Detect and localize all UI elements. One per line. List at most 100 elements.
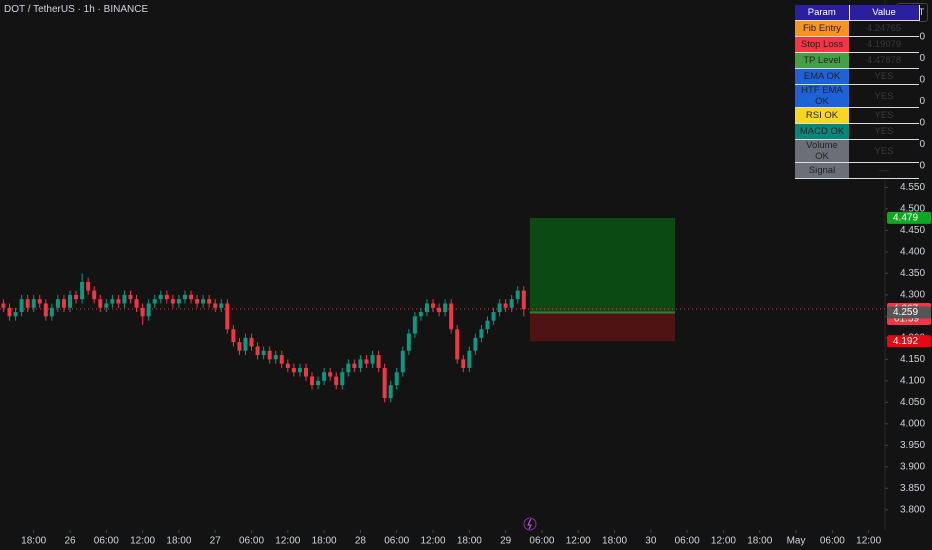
candle-body bbox=[249, 337, 254, 347]
table-cell: YES bbox=[849, 139, 919, 163]
candle-body bbox=[412, 316, 417, 334]
x-tick-label: 12:00 bbox=[421, 536, 446, 547]
stop-loss-zone bbox=[529, 312, 676, 342]
candle-body bbox=[437, 307, 442, 313]
candle-body bbox=[134, 299, 139, 308]
y-tick-label: 3.800 bbox=[900, 504, 925, 515]
candle-body bbox=[146, 303, 151, 317]
candle-body bbox=[74, 294, 79, 300]
candle-body bbox=[279, 355, 284, 364]
y-tick-label: 3.950 bbox=[900, 440, 925, 451]
table-cell: YES bbox=[849, 123, 919, 140]
candle-body bbox=[406, 333, 411, 351]
table-cell: 4.24765 bbox=[849, 20, 919, 37]
candle-body bbox=[431, 303, 436, 308]
candle-body bbox=[243, 337, 248, 351]
candle-body bbox=[213, 303, 218, 308]
table-cell: 4.47878 bbox=[849, 52, 919, 69]
candle-body bbox=[273, 355, 278, 360]
candle-body bbox=[182, 294, 187, 300]
table-cell: EMA OK bbox=[795, 68, 849, 85]
candle-body bbox=[297, 367, 302, 373]
price-tag-label: 4.192 bbox=[893, 336, 918, 347]
candle-body bbox=[170, 299, 175, 304]
y-tick-label: 4.150 bbox=[900, 354, 925, 365]
table-cell: MACD OK bbox=[795, 123, 849, 140]
x-tick-label: 06:00 bbox=[94, 536, 119, 547]
y-tick-label: 4.000 bbox=[900, 418, 925, 429]
candle-body bbox=[140, 307, 145, 317]
table-cell: YES bbox=[849, 107, 919, 124]
candle-body bbox=[509, 299, 514, 308]
candle-body bbox=[164, 294, 169, 300]
candle-body bbox=[352, 363, 357, 368]
price-tag bbox=[887, 306, 931, 319]
candle-body bbox=[346, 363, 351, 373]
candle-body bbox=[461, 359, 466, 368]
candle-body bbox=[31, 299, 36, 308]
candle-body bbox=[43, 303, 48, 317]
table-cell: 4.19079 bbox=[849, 36, 919, 53]
table-cell: Signal bbox=[795, 162, 849, 179]
candle-body bbox=[418, 312, 423, 317]
table-cell: Volume OK bbox=[795, 139, 849, 163]
table-row: EMA OK YES bbox=[795, 68, 919, 85]
candle-body bbox=[303, 367, 308, 377]
x-tick-label: 29 bbox=[500, 536, 512, 547]
candle-body bbox=[152, 299, 157, 304]
candle-body bbox=[491, 312, 496, 321]
candle-body bbox=[80, 281, 85, 300]
candle-body bbox=[55, 299, 60, 308]
candle-body bbox=[195, 299, 200, 304]
y-tick-label: 4.350 bbox=[900, 268, 925, 279]
x-tick-label: 12:00 bbox=[130, 536, 155, 547]
candle-body bbox=[316, 380, 321, 386]
x-tick-label: May bbox=[787, 536, 806, 547]
candle-body bbox=[473, 337, 478, 351]
candle-body bbox=[455, 329, 460, 360]
countdown: 01:39 bbox=[894, 314, 919, 325]
y-tick-label: 4.300 bbox=[900, 290, 925, 301]
candle-body bbox=[189, 294, 194, 300]
candle-body bbox=[388, 385, 393, 399]
table-cell: — bbox=[849, 162, 919, 179]
candle-body bbox=[467, 350, 472, 368]
candle-body bbox=[370, 355, 375, 364]
y-tick-label: 4.400 bbox=[900, 247, 925, 258]
candle-body bbox=[503, 303, 508, 308]
table-row: TP Level 4.47878 bbox=[795, 52, 919, 69]
candle-body bbox=[104, 303, 109, 308]
y-tick-label: 4.050 bbox=[900, 397, 925, 408]
candle-body bbox=[291, 367, 296, 373]
candle-body bbox=[479, 329, 484, 338]
candle-body bbox=[255, 346, 260, 356]
candle-body bbox=[92, 290, 97, 300]
y-tick-label: 4.450 bbox=[900, 225, 925, 236]
candle-body bbox=[7, 307, 12, 317]
y-tick-label: 3.850 bbox=[900, 483, 925, 494]
x-tick-label: 12:00 bbox=[856, 536, 881, 547]
candle-body bbox=[122, 294, 127, 304]
candle-body bbox=[231, 329, 236, 343]
candle-body bbox=[158, 294, 163, 300]
candle-body bbox=[201, 299, 206, 304]
y-tick-label: 3.900 bbox=[900, 461, 925, 472]
table-row: Fib Entry 4.24765 bbox=[795, 20, 919, 37]
x-tick-label: 28 bbox=[355, 536, 367, 547]
x-tick-label: 30 bbox=[645, 536, 657, 547]
x-tick-label: 18:00 bbox=[602, 536, 627, 547]
candle-body bbox=[485, 320, 490, 330]
x-tick-label: 27 bbox=[210, 536, 222, 547]
price-tag bbox=[887, 211, 931, 224]
table-header: Value bbox=[849, 5, 920, 21]
x-tick-label: 18:00 bbox=[747, 536, 772, 547]
candle-body bbox=[394, 372, 399, 386]
candle-body bbox=[334, 376, 339, 386]
candle-body bbox=[237, 342, 242, 351]
candle-body bbox=[382, 367, 387, 399]
table-cell: HTF EMA OK bbox=[795, 84, 849, 108]
x-tick-label: 12:00 bbox=[275, 536, 300, 547]
x-tick-label: 18:00 bbox=[21, 536, 46, 547]
candle-body bbox=[49, 307, 54, 317]
